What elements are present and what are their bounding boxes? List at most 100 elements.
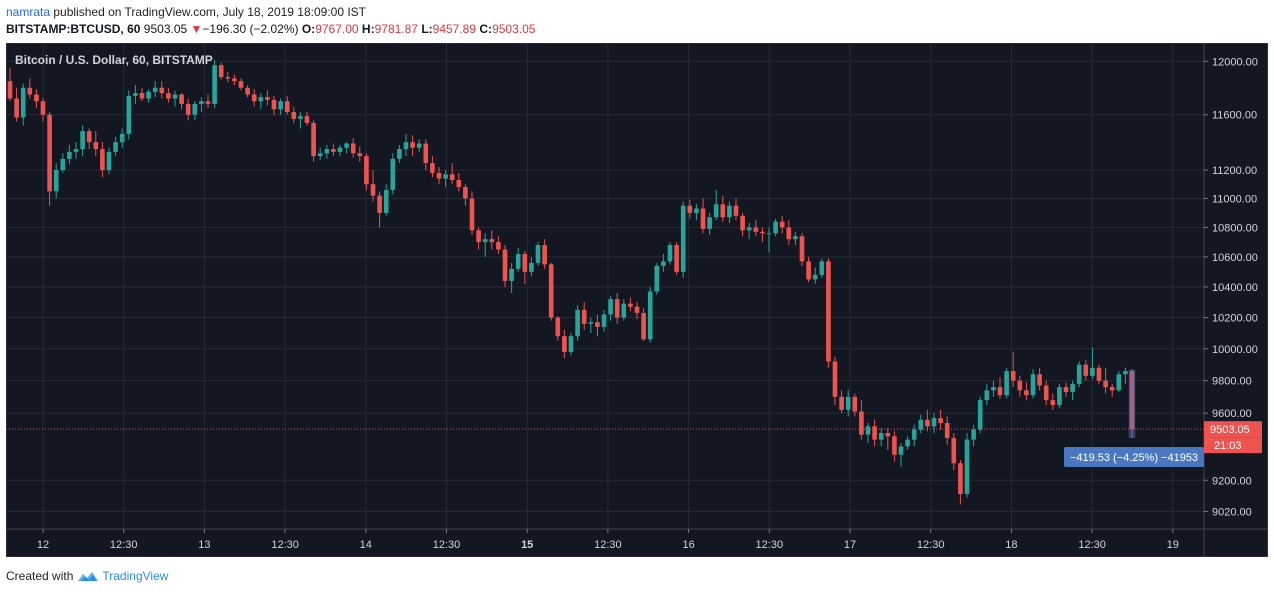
candle — [562, 329, 567, 359]
candle-body — [1096, 367, 1102, 381]
price-axis[interactable]: 12000.00 11600.00 11200.00 11000.00 10800.00… — [1203, 43, 1258, 557]
candle — [984, 383, 990, 405]
candle-body — [601, 314, 607, 327]
candle-body — [298, 116, 303, 119]
candle-body — [1057, 387, 1062, 405]
high-value: 9781.87 — [374, 22, 418, 36]
grid-lines — [6, 43, 1204, 529]
candle — [265, 90, 270, 106]
candle-body — [542, 245, 547, 265]
time-tick-label: 13 — [198, 539, 210, 551]
last-price-value: 9503.05 — [143, 22, 188, 36]
candle-body — [27, 87, 33, 95]
candle-body — [60, 158, 66, 171]
time-tick-label: 12:30 — [917, 539, 945, 551]
candle — [733, 198, 739, 221]
candle — [786, 220, 792, 246]
candle-body — [258, 97, 264, 102]
symbol-line: BITSTAMP:BTCUSD, 60 9503.05 ▼−196.30 (−2… — [6, 22, 535, 36]
measure-label: −419.53 (−4.25%) −41953 — [1070, 452, 1198, 464]
candle-body — [839, 396, 844, 410]
candle-body — [680, 205, 686, 272]
candle-body — [845, 396, 851, 410]
candle-body — [86, 131, 92, 143]
candle-body — [1070, 383, 1075, 392]
chart-panel[interactable]: 12000.00 11600.00 11200.00 11000.00 10800.00… — [5, 42, 1269, 558]
candle — [60, 153, 66, 173]
chart-title: Bitcoin / U.S. Dollar, 60, BITSTAMP — [15, 53, 213, 67]
candle-body — [628, 303, 633, 307]
candle — [416, 139, 422, 152]
published-text: published on TradingView.com, July 18, 2… — [50, 5, 367, 19]
candle-body — [687, 205, 693, 213]
candle-body — [892, 436, 897, 455]
candle-body — [786, 227, 792, 240]
candle-body — [324, 149, 330, 154]
candle-body — [284, 101, 290, 113]
candle-body — [555, 317, 561, 337]
candle — [1030, 369, 1036, 399]
tradingview-link[interactable]: TradingView — [102, 569, 169, 583]
candle — [872, 419, 877, 447]
countdown-label: 21:03 — [1214, 440, 1242, 452]
candle-body — [740, 215, 745, 231]
candle — [278, 98, 283, 115]
candle-body — [364, 156, 369, 185]
candle-body — [20, 87, 26, 118]
candle — [951, 432, 957, 471]
candle — [119, 128, 125, 148]
candle — [760, 227, 765, 243]
candle — [146, 89, 151, 103]
candle — [529, 256, 534, 277]
candle-body — [337, 147, 343, 152]
candle — [364, 153, 369, 190]
candle-body — [766, 233, 772, 235]
candle — [905, 436, 910, 450]
candle-body — [278, 101, 283, 110]
author-link[interactable]: namrata — [6, 5, 51, 19]
candle — [502, 245, 508, 287]
candle — [496, 236, 501, 254]
candle — [218, 62, 224, 80]
candle — [614, 293, 620, 324]
candle-body — [548, 264, 554, 318]
price-tick-label: 10200.00 — [1212, 313, 1258, 325]
candle — [126, 90, 132, 140]
candle-body — [159, 87, 165, 94]
candle — [779, 215, 785, 234]
candle — [661, 253, 666, 272]
candle — [166, 87, 171, 103]
candle — [258, 93, 264, 110]
candle — [40, 98, 46, 122]
candle — [430, 156, 435, 178]
candle-body — [34, 94, 39, 102]
candle-body — [1116, 374, 1122, 391]
candle — [608, 296, 613, 321]
time-axis[interactable]: 12 12:30 13 12:30 14 12:30 15 12:30 16 12:30 17 12:… — [6, 528, 1268, 551]
candle-body — [898, 446, 904, 455]
candle-body — [304, 116, 310, 123]
time-tick-label: 12:30 — [110, 539, 138, 551]
candle — [139, 87, 145, 102]
candle-body — [713, 204, 719, 218]
candle-body — [179, 94, 184, 104]
candle-body — [806, 261, 811, 280]
candle — [938, 409, 943, 430]
candle — [1057, 383, 1062, 409]
price-tick-label: 10000.00 — [1212, 344, 1258, 356]
candle-body — [1037, 374, 1042, 386]
candle-body — [100, 149, 105, 171]
created-with-text: Created with — [6, 569, 74, 583]
candle-body — [522, 253, 528, 272]
candle-body — [113, 142, 118, 152]
time-tick-label: 12:30 — [433, 539, 461, 551]
candle-body — [621, 303, 627, 318]
candle — [1010, 351, 1016, 388]
candlestick-chart[interactable]: 12000.00 11600.00 11200.00 11000.00 10800.00… — [5, 42, 1269, 558]
candle — [595, 314, 600, 337]
candle-body — [456, 179, 462, 188]
candle-body — [93, 142, 99, 150]
time-tick-label: 12:30 — [756, 539, 784, 551]
candle — [377, 191, 382, 228]
chart-background — [5, 42, 1269, 558]
